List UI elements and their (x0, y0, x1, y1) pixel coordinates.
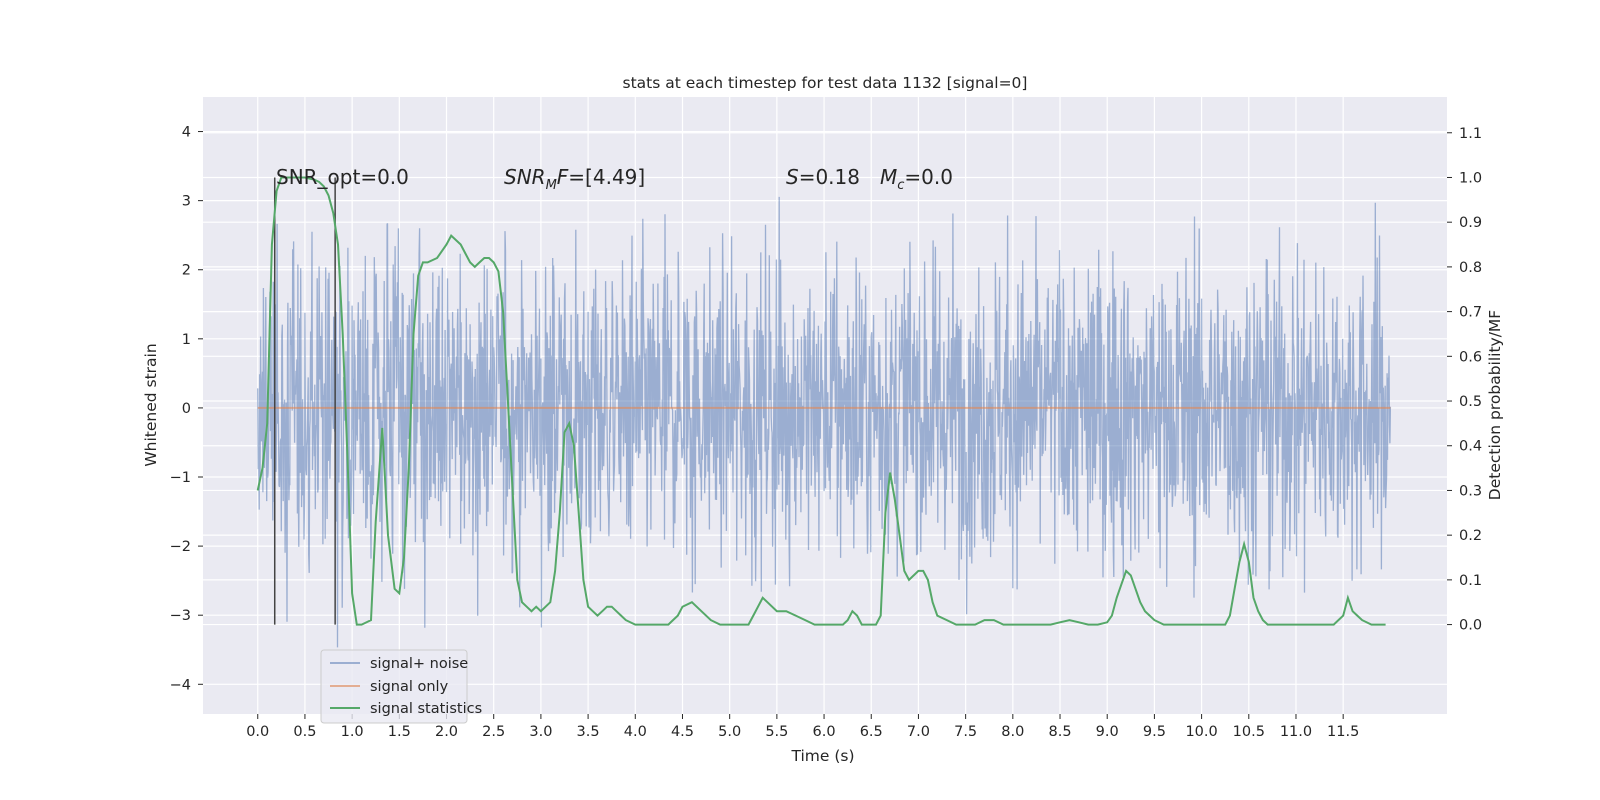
x-axis-label: Time (s) (790, 747, 854, 765)
y-left-tick-label-5: −1 (170, 470, 191, 486)
x-tick-label-5: 2.5 (482, 724, 505, 740)
x-tick-label-21: 10.5 (1233, 724, 1265, 740)
y-right-tick-label-3: 0.8 (1459, 260, 1482, 276)
y-left-tick-label-6: −2 (170, 539, 191, 555)
x-tick-label-2: 1.0 (341, 724, 364, 740)
y-left-tick-label-1: 3 (182, 194, 191, 210)
chart-title: stats at each timestep for test data 113… (623, 74, 1028, 92)
y-left-tick-label-4: 0 (182, 401, 191, 417)
series-signal-statistics-line (256, 176, 1386, 626)
y-right-tick-label-4: 0.7 (1459, 305, 1482, 321)
x-tick-label-1: 0.5 (293, 724, 316, 740)
vertical-markers (273, 177, 336, 625)
x-tick-label-0: 0.0 (246, 724, 269, 740)
y-right-axis-ticks: 1.1 1.0 0.9 0.8 0.7 0.6 0.5 0.4 0.3 0.2 0.1 0.0 (1447, 126, 1482, 634)
y-left-axis-ticks: 4 3 2 1 0 −1 −2 −3 −4 (170, 125, 203, 693)
annotation-stat-s: S=0.18 (786, 165, 860, 189)
x-tick-label-3: 1.5 (388, 724, 411, 740)
x-tick-label-8: 4.0 (624, 724, 647, 740)
y-left-axis-label: Whitened strain (142, 343, 160, 466)
annotation-snr-mf: SNRMF=[4.49] (504, 165, 645, 193)
annotation-snr-opt: SNR_opt=0.0 (276, 165, 409, 189)
y-right-tick-label-11: 0.0 (1459, 618, 1482, 634)
x-tick-label-16: 8.0 (1001, 724, 1024, 740)
x-tick-label-20: 10.0 (1185, 724, 1217, 740)
y-left-tick-label-8: −4 (170, 677, 191, 693)
x-axis-ticks: 0.0 0.5 1.0 1.5 2.0 2.5 3.0 3.5 4.0 4.5 5.0 5.5 6.0 6… (246, 714, 1359, 740)
x-tick-label-9: 4.5 (671, 724, 694, 740)
y-right-tick-label-6: 0.5 (1459, 394, 1482, 410)
legend-label-signal-only: signal only (370, 679, 449, 695)
y-left-tick-label-0: 4 (182, 125, 191, 141)
noise-trace (257, 196, 1392, 648)
y-right-tick-label-5: 0.6 (1459, 349, 1482, 365)
x-tick-label-19: 9.5 (1143, 724, 1166, 740)
y-left-tick-label-2: 2 (182, 263, 191, 279)
x-tick-label-14: 7.0 (907, 724, 930, 740)
x-tick-label-7: 3.5 (577, 724, 600, 740)
x-tick-label-17: 8.5 (1048, 724, 1071, 740)
legend-label-signal-plus-noise: signal+ noise (370, 656, 468, 672)
x-tick-label-12: 6.0 (813, 724, 836, 740)
x-tick-label-4: 2.0 (435, 724, 458, 740)
y-left-tick-label-7: −3 (170, 608, 191, 624)
y-right-tick-label-10: 0.1 (1459, 573, 1482, 589)
y-right-tick-label-9: 0.2 (1459, 528, 1482, 544)
legend-box (320, 649, 468, 724)
x-tick-label-22: 11.0 (1280, 724, 1312, 740)
y-right-tick-label-0: 1.1 (1459, 126, 1482, 142)
legend: signal+ noise signal only signal statist… (320, 649, 482, 724)
x-tick-label-6: 3.0 (529, 724, 552, 740)
y-right-tick-label-7: 0.4 (1459, 439, 1482, 455)
x-tick-label-18: 9.0 (1096, 724, 1119, 740)
x-tick-label-10: 5.0 (718, 724, 741, 740)
y-left-tick-label-3: 1 (182, 332, 191, 348)
x-tick-label-11: 5.5 (765, 724, 788, 740)
y-right-tick-label-8: 0.3 (1459, 483, 1482, 499)
y-right-axis-label: Detection probability/MF (1486, 310, 1504, 501)
x-tick-label-13: 6.5 (860, 724, 883, 740)
annotation-stat-mc: Mc=0.0 (880, 165, 953, 193)
x-tick-label-23: 11.5 (1327, 724, 1359, 740)
series-signal-plus-noise (257, 196, 1392, 648)
x-tick-label-15: 7.5 (954, 724, 977, 740)
legend-label-signal-statistics: signal statistics (370, 701, 482, 717)
y-right-tick-label-2: 0.9 (1459, 215, 1482, 231)
y-right-tick-label-1: 1.0 (1459, 170, 1482, 186)
